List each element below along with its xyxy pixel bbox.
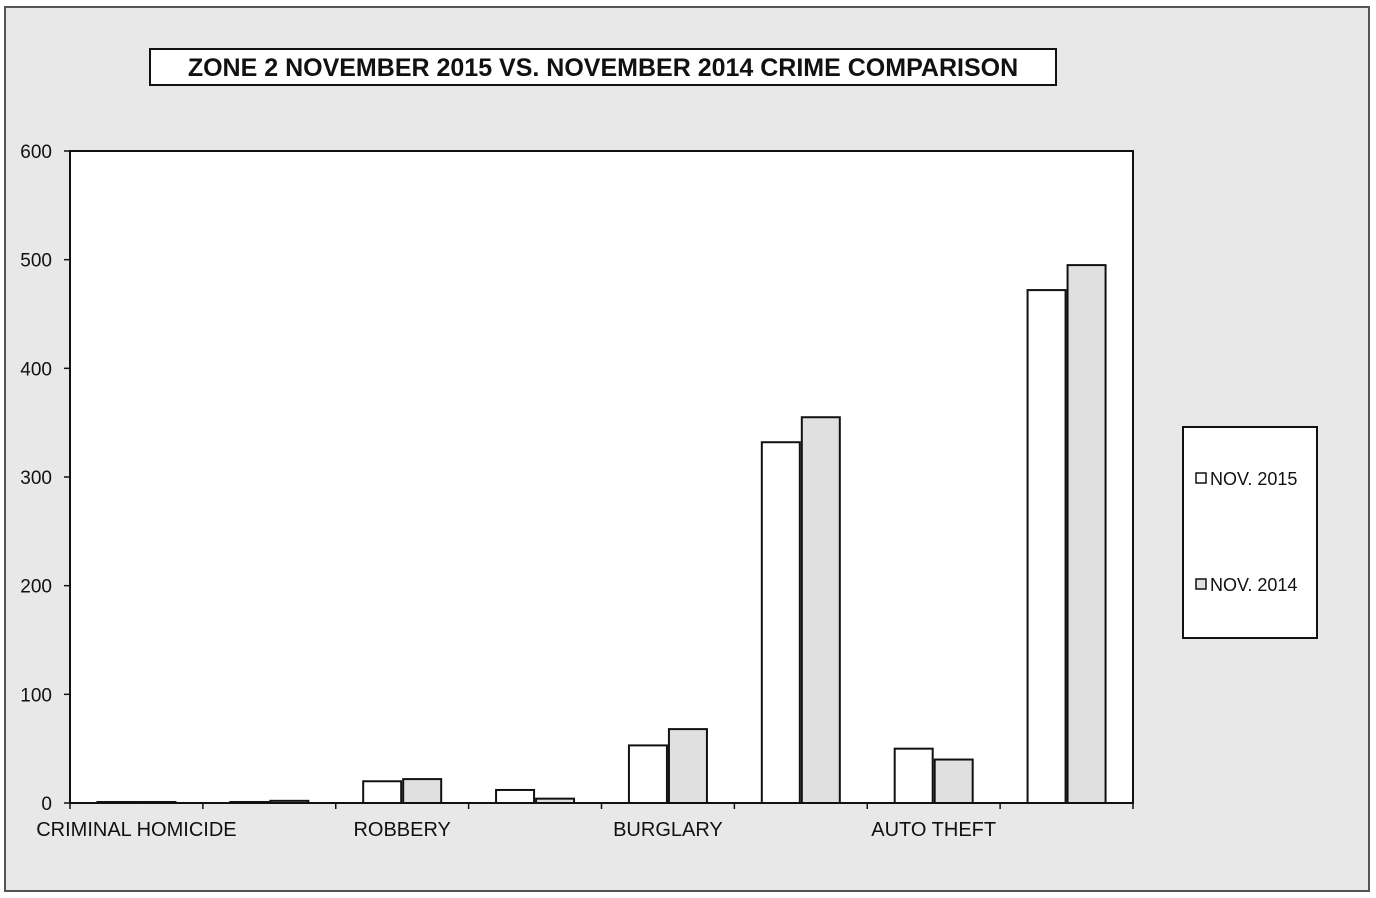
legend: NOV. 2015 NOV. 2014 xyxy=(1182,426,1318,639)
y-axis: 0 100 200 300 400 500 600 xyxy=(20,142,70,815)
y-tick-label: 400 xyxy=(20,359,52,380)
chart-title-box: ZONE 2 NOVEMBER 2015 VS. NOVEMBER 2014 C… xyxy=(149,48,1057,86)
legend-box xyxy=(1182,426,1318,639)
bar-nov-2014 xyxy=(800,416,841,804)
bar-nov-2014 xyxy=(1066,264,1107,805)
x-category-label: BURGLARY xyxy=(613,819,723,841)
bar-nov-2015 xyxy=(1026,289,1067,804)
bar-nov-2014 xyxy=(402,778,443,804)
legend-swatch xyxy=(1195,472,1207,484)
bar-nov-2014 xyxy=(136,801,177,804)
chart-title: ZONE 2 NOVEMBER 2015 VS. NOVEMBER 2014 C… xyxy=(188,54,1018,82)
bar-nov-2015 xyxy=(229,801,270,804)
legend-label: NOV. 2015 xyxy=(1210,469,1297,489)
x-category-label: CRIMINAL HOMICIDE xyxy=(36,819,236,841)
x-axis: CRIMINAL HOMICIDE ROBBERY BURGLARY AUTO THE… xyxy=(36,803,1134,841)
plot-area xyxy=(69,150,1134,804)
bar-nov-2014 xyxy=(269,799,310,804)
x-category-label: ROBBERY xyxy=(353,819,450,841)
bar-nov-2014 xyxy=(535,797,576,804)
bar-nov-2015 xyxy=(760,441,801,804)
bars xyxy=(96,264,1107,805)
x-category-label: AUTO THEFT xyxy=(871,819,996,841)
y-tick-label: 200 xyxy=(20,577,52,598)
y-tick-label: 600 xyxy=(20,142,52,163)
y-tick-label: 100 xyxy=(20,685,52,706)
y-tick-label: 0 xyxy=(41,794,52,815)
bar-nov-2015 xyxy=(362,780,403,804)
legend-swatch xyxy=(1195,578,1207,590)
y-tick-label: 300 xyxy=(20,468,52,489)
legend-label: NOV. 2014 xyxy=(1210,575,1297,595)
y-tick-label: 500 xyxy=(20,251,52,272)
bar-nov-2015 xyxy=(627,744,668,805)
bar-nov-2014 xyxy=(933,758,974,804)
bar-nov-2014 xyxy=(667,728,708,805)
bar-nov-2015 xyxy=(495,788,536,805)
bar-nov-2015 xyxy=(96,801,137,804)
bar-nov-2015 xyxy=(893,747,934,805)
